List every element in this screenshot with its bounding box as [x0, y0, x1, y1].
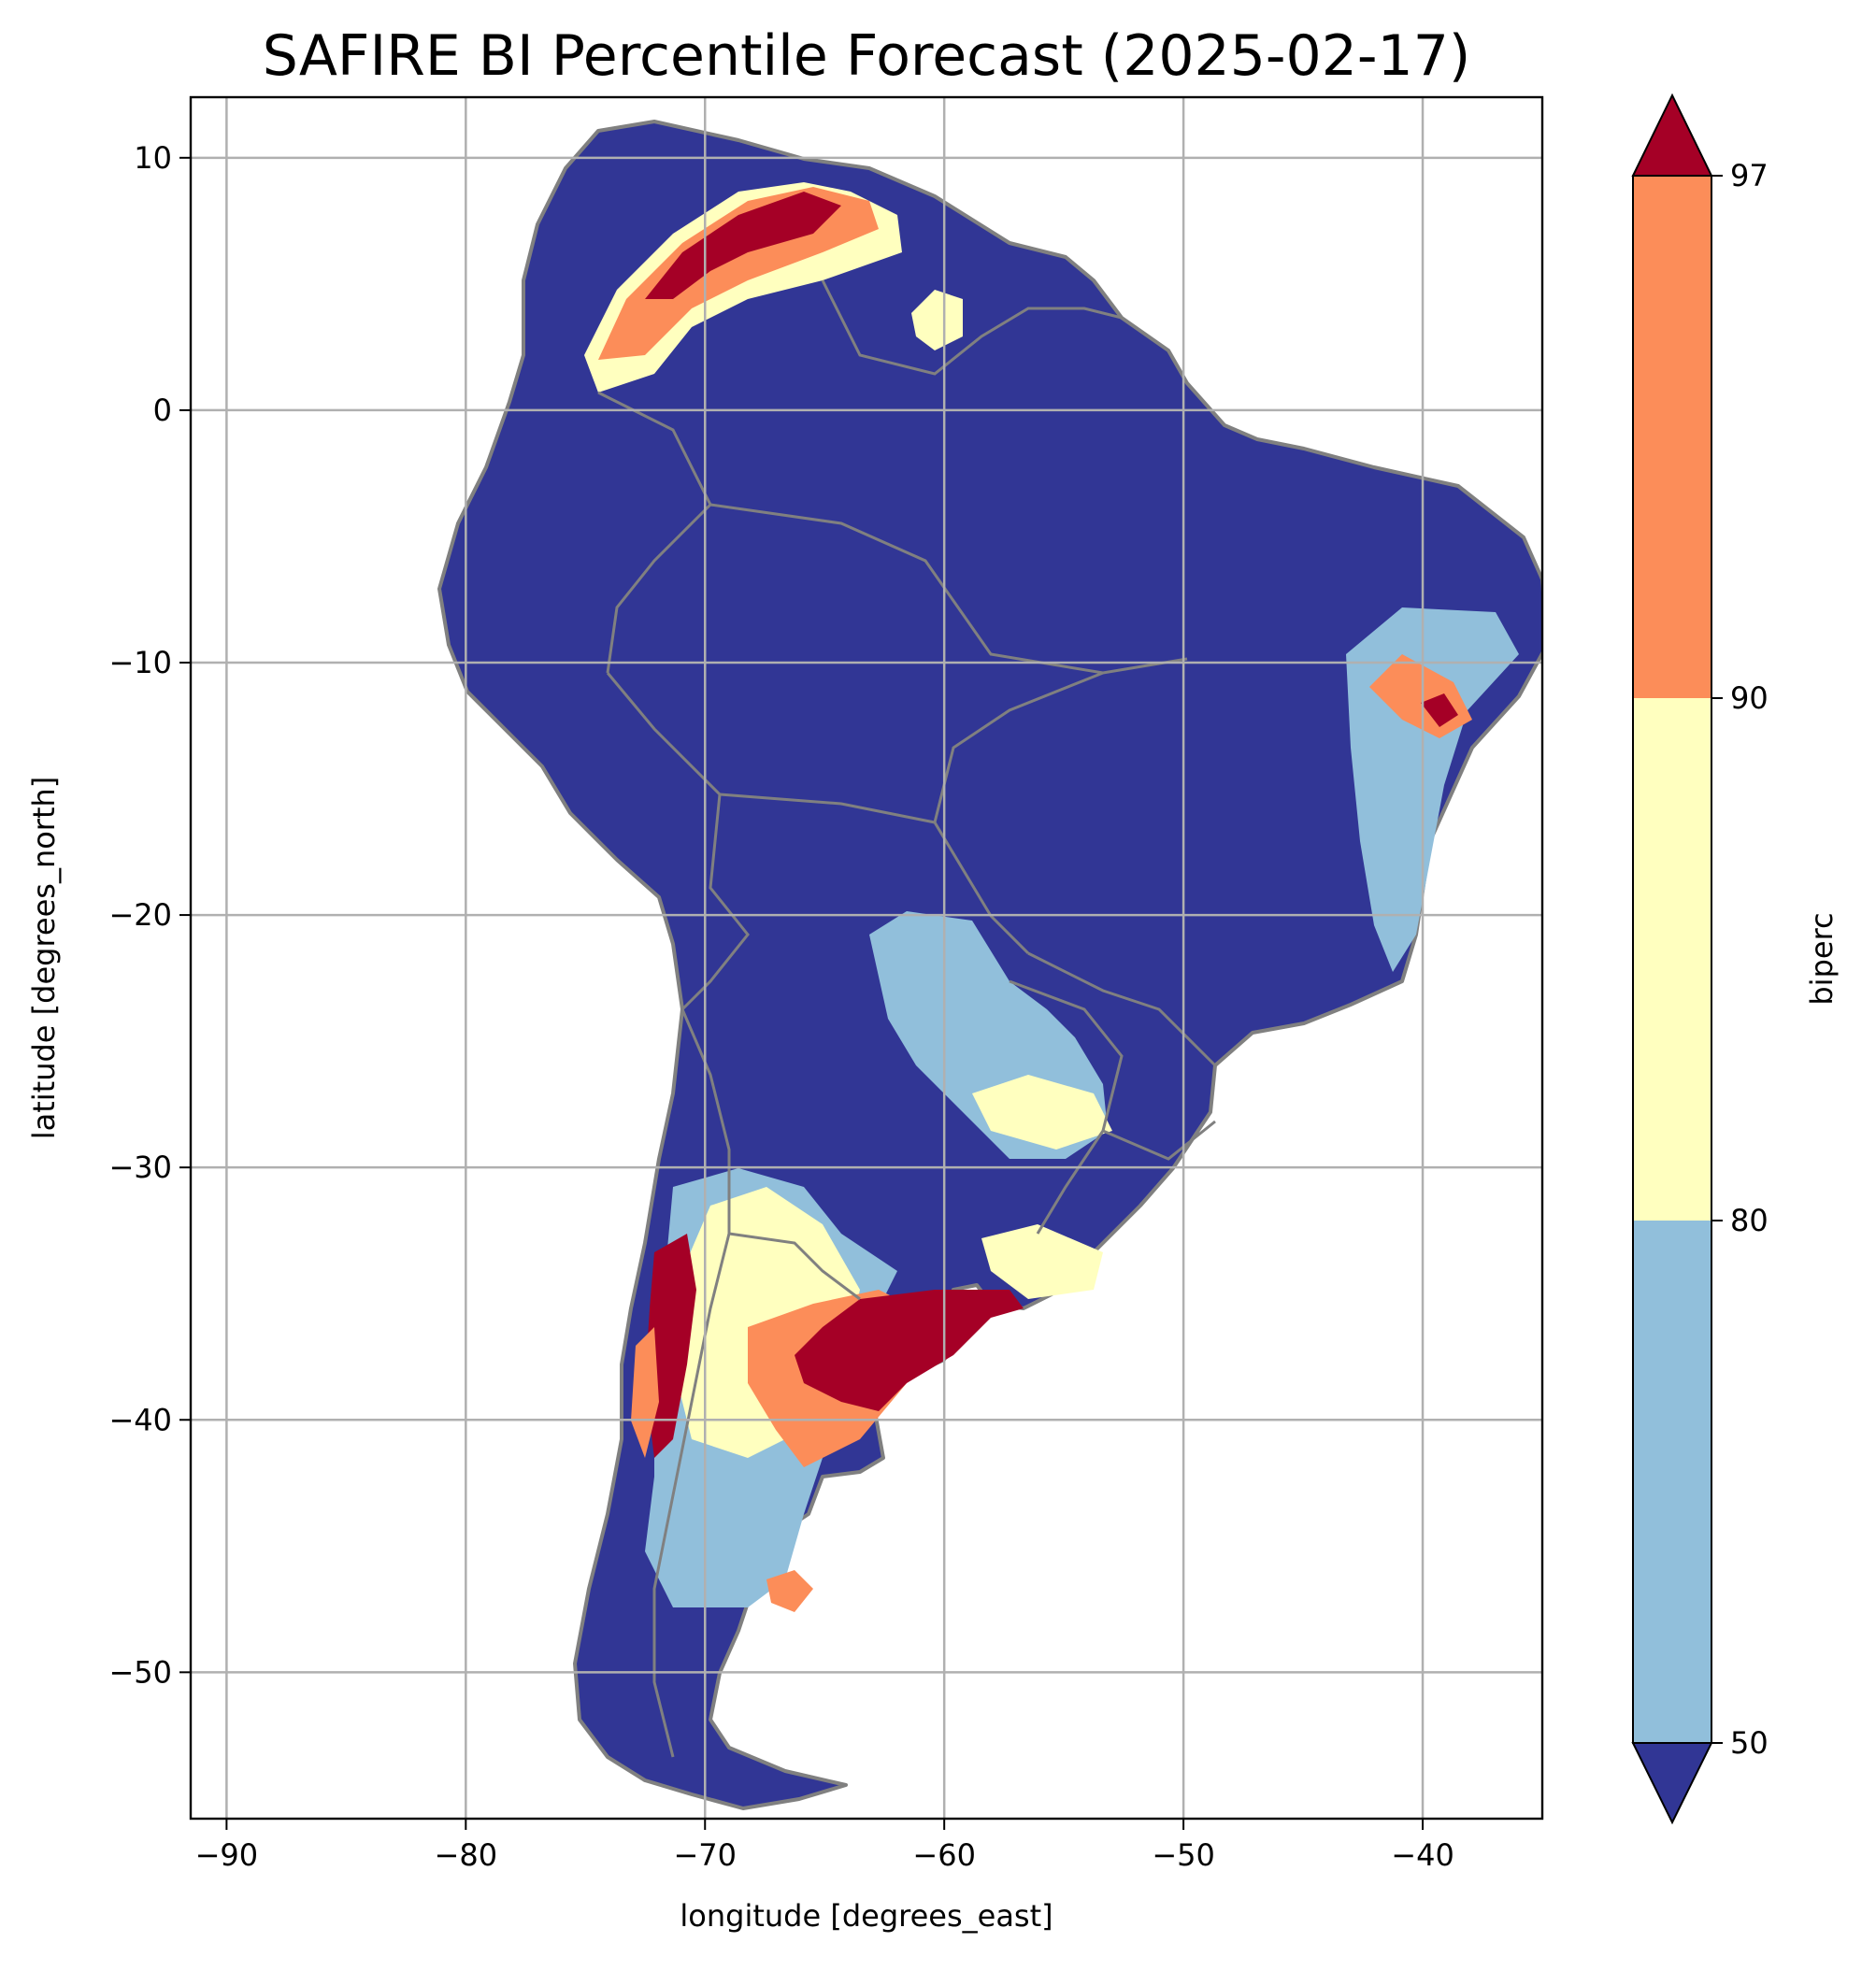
- colorbar-tick-label: 97: [1730, 158, 1769, 193]
- colorbar-tick-label: 90: [1730, 680, 1769, 716]
- y-tick-label: −50: [108, 1654, 172, 1690]
- y-tick-label: 10: [134, 140, 172, 176]
- region-90-97-patagonia: [766, 1570, 813, 1612]
- x-tick-label: −70: [673, 1837, 737, 1873]
- y-axis-ticks: 10 0 −10 −20 −30 −40 −50: [108, 140, 191, 1690]
- grid-lines: [191, 97, 1542, 1819]
- x-tick-label: −40: [1391, 1837, 1454, 1873]
- y-tick-label: −20: [108, 897, 172, 933]
- region-80-90-uruguay: [981, 1224, 1103, 1299]
- region-90-97-chile: [631, 1327, 659, 1458]
- colorbar-band-80-90: [1633, 698, 1711, 1221]
- colorbar-band-50-80: [1633, 1221, 1711, 1743]
- plot-frame: [189, 95, 1544, 1821]
- x-tick-label: −80: [435, 1837, 498, 1873]
- x-tick-label: −50: [1152, 1837, 1215, 1873]
- colorbar-tick-label: 80: [1730, 1203, 1769, 1238]
- colorbar-ticks: 50 80 90 97: [1711, 158, 1769, 1761]
- chart-title: SAFIRE BI Percentile Forecast (2025-02-1…: [263, 23, 1471, 89]
- y-tick-label: −30: [108, 1150, 172, 1185]
- region-above-97-north: [645, 192, 841, 299]
- colorbar-band-90-97: [1633, 176, 1711, 698]
- region-above-97-pampas: [795, 1290, 1024, 1411]
- y-axis-label: latitude [degrees_north]: [26, 777, 62, 1140]
- colorbar-extend-above: [1631, 93, 1713, 177]
- region-80-90-guiana: [911, 290, 963, 350]
- y-tick-label: −10: [108, 645, 172, 680]
- colorbar-extend-below: [1631, 1742, 1713, 1825]
- region-80-90-central: [972, 1075, 1112, 1150]
- map-plot-area: −90 −80 −70 −60 −50 −40 10 0 −10 −20 −30 −40 −50 lo…: [26, 95, 1544, 1934]
- region-above-97-east: [1421, 693, 1458, 727]
- x-axis-label: longitude [degrees_east]: [680, 1898, 1053, 1934]
- x-axis-ticks: −90 −80 −70 −60 −50 −40: [195, 1819, 1454, 1873]
- colorbar: 50 80 90 97 biperc: [1631, 93, 1840, 1825]
- x-tick-label: −60: [912, 1837, 976, 1873]
- colorbar-label: biperc: [1804, 912, 1840, 1005]
- colorbar-tick-label: 50: [1730, 1725, 1769, 1761]
- y-tick-label: −40: [108, 1402, 172, 1437]
- colorbar-frame: [1632, 175, 1712, 1744]
- y-tick-label: 0: [153, 393, 172, 428]
- x-tick-label: −90: [195, 1837, 259, 1873]
